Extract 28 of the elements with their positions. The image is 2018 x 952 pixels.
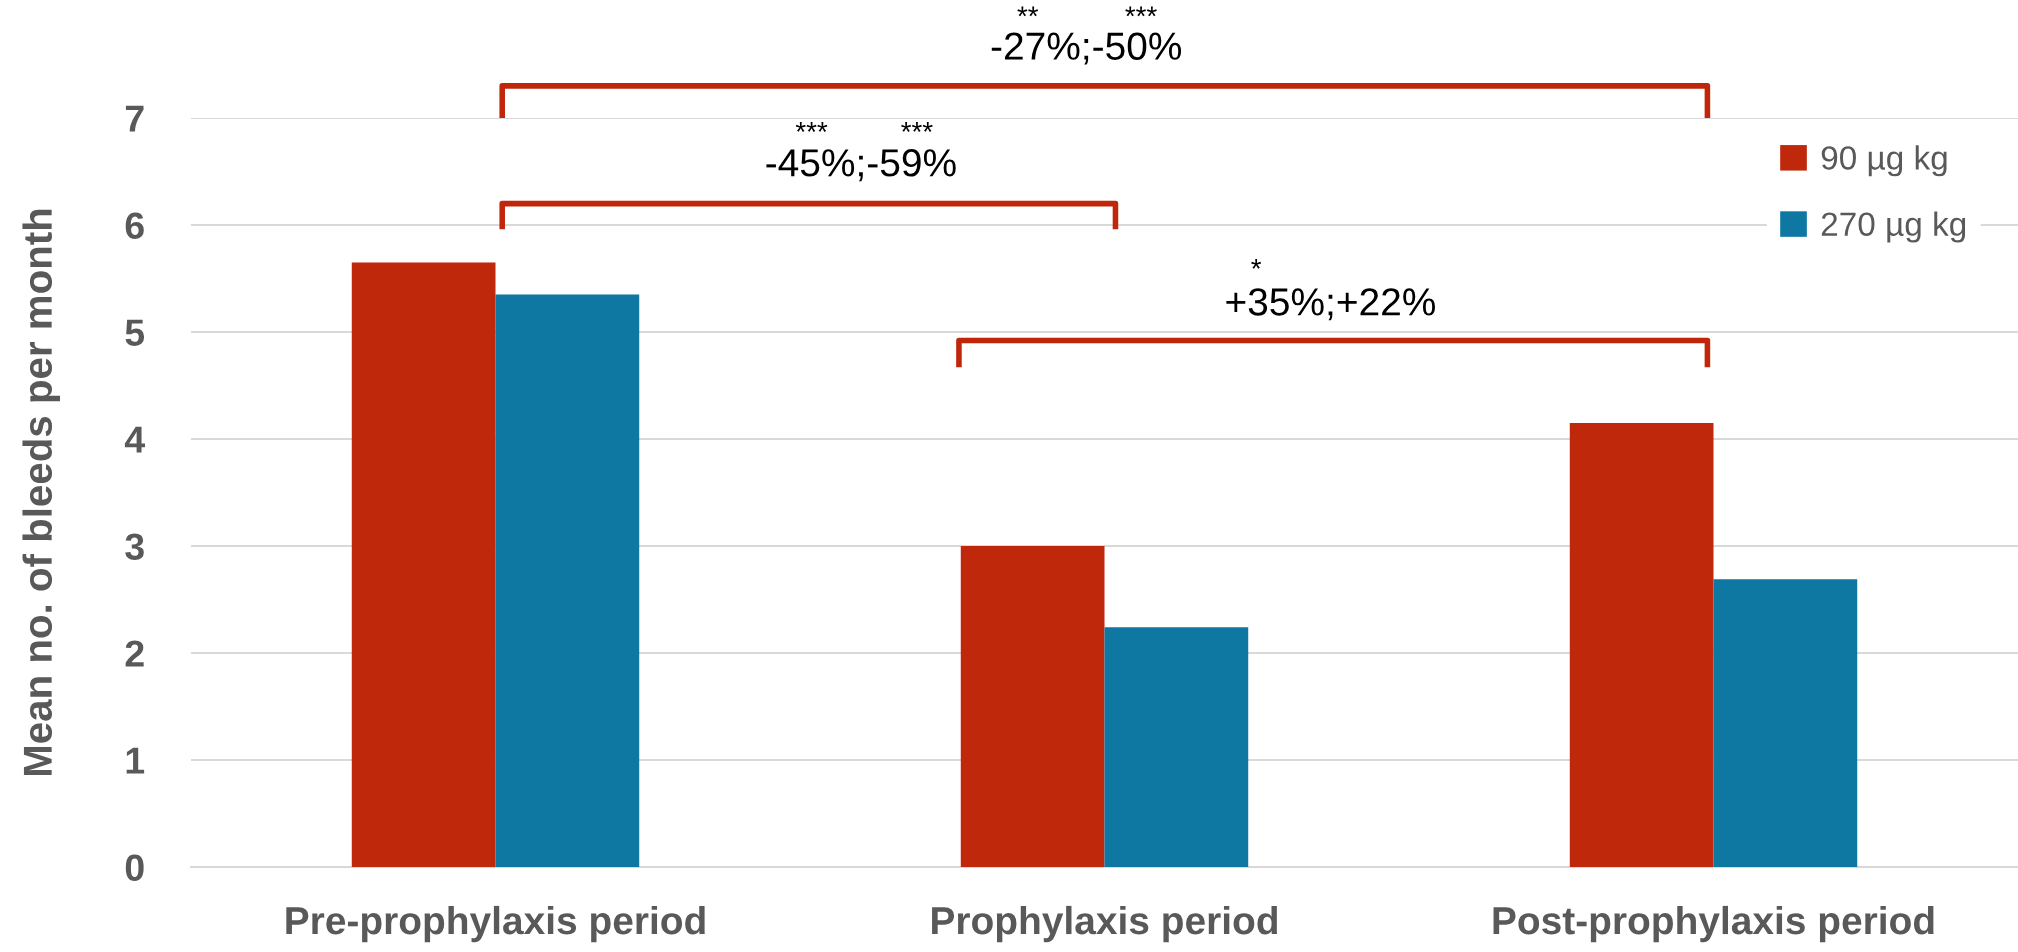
y-tick-label: 2 xyxy=(125,640,144,667)
y-tick-label: 5 xyxy=(125,319,145,346)
y-axis-title: Mean no. of bleeds per month xyxy=(22,209,60,776)
y-tick-label: 4 xyxy=(124,426,145,453)
legend-label: 90 µg kg xyxy=(1821,145,1947,177)
y-tick-label: 3 xyxy=(125,533,144,561)
bar xyxy=(960,546,1105,867)
x-tick-label: Post-prophylaxis period xyxy=(1493,905,1934,943)
text: ** xyxy=(1017,6,1039,17)
annotation: *** xyxy=(901,122,933,132)
y-tick-label: 0 xyxy=(125,854,144,881)
annotation: -45%;-59% xyxy=(766,149,956,182)
annotation: +35%;+22% xyxy=(1226,288,1435,321)
bar xyxy=(1104,627,1249,867)
bar xyxy=(1569,422,1714,867)
text: *** xyxy=(1125,6,1157,17)
legend-label: 270 µg kg xyxy=(1821,211,1966,243)
annotation: *** xyxy=(795,122,828,132)
y-tick-label: 7 xyxy=(125,105,144,132)
bar xyxy=(351,262,496,867)
bar xyxy=(1713,579,1858,867)
annotation: * xyxy=(1251,259,1262,269)
bar xyxy=(495,294,640,867)
text: -27%;-50% xyxy=(991,32,1182,65)
x-tick-label: Prophylaxis period xyxy=(932,905,1277,943)
y-tick-label: 1 xyxy=(126,747,145,774)
y-tick-label: 6 xyxy=(125,212,144,239)
x-tick-label: Pre-prophylaxis period xyxy=(286,905,705,943)
